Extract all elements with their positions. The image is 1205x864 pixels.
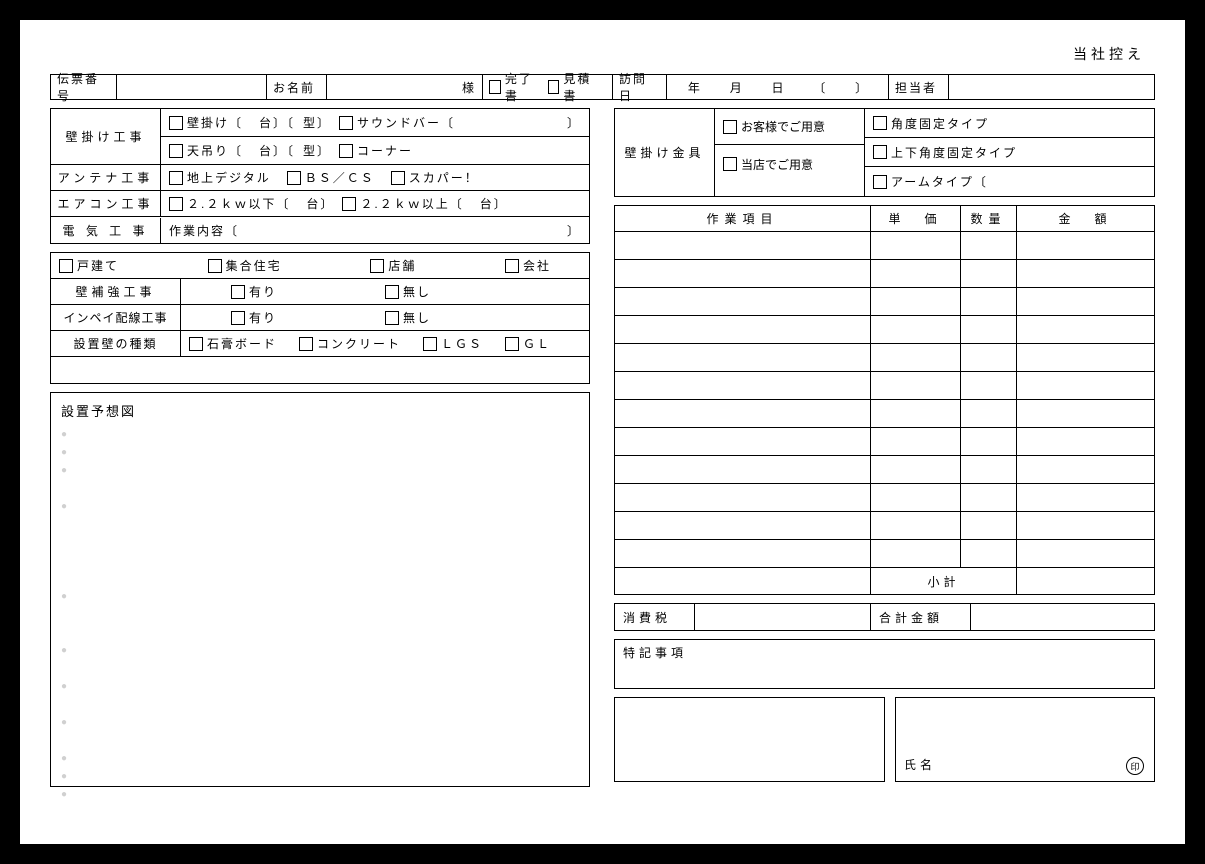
work-type-box: 壁掛け工事 壁掛け〔 台〕〔 型〕 サウンドバー〔 〕 天吊り〔 台〕〔 型 (50, 108, 590, 244)
name-sign-label: 氏名 (904, 756, 936, 773)
diagram-title: 設置予想図 (61, 401, 579, 420)
walltype-label: 設置壁の種類 (51, 331, 181, 356)
detached-checkbox[interactable]: 戸建て (59, 257, 119, 274)
reinforce-no[interactable]: 無し (385, 283, 431, 300)
ceiling-checkbox[interactable]: 天吊り〔 (169, 142, 243, 159)
col-qty: 数量 (961, 206, 1017, 231)
digital-checkbox[interactable]: 地上デジタル (169, 169, 271, 186)
table-row[interactable] (615, 400, 1154, 428)
table-row[interactable] (615, 484, 1154, 512)
table-row[interactable] (615, 344, 1154, 372)
concrete-checkbox[interactable]: コンクリート (299, 335, 401, 352)
antenna-label: アンテナ工事 (51, 165, 161, 190)
tax-row: 消費税 合計金額 (614, 603, 1155, 631)
inpei-no[interactable]: 無し (385, 309, 431, 326)
electric-label: 電 気 工 事 (51, 218, 161, 243)
table-row[interactable] (615, 428, 1154, 456)
sky-checkbox[interactable]: スカパー！ (391, 169, 479, 186)
aircon-label: エアコン工事 (51, 191, 161, 216)
reinforce-label: 壁補強工事 (51, 279, 181, 304)
reinforce-yes[interactable]: 有り (231, 283, 277, 300)
table-row[interactable] (615, 260, 1154, 288)
electric-content-open: 作業内容〔 (169, 222, 239, 239)
diagram-box: 設置予想図 ●●●●●●●●●●● (50, 392, 590, 787)
bracket-label: 壁掛け金具 (615, 109, 715, 196)
wall-checkbox[interactable]: 壁掛け〔 (169, 114, 243, 131)
complete-checkbox[interactable]: 完了書 (489, 70, 540, 104)
staff-value[interactable] (949, 75, 1154, 99)
notes-label: 特記事項 (623, 646, 687, 660)
header-row: 伝票番号 お名前 様 完了書 見積書 訪問日 年 月 日 〔 〕 担当者 (50, 74, 1155, 100)
name-value[interactable]: 様 (327, 75, 483, 99)
visit-date[interactable]: 年 月 日 〔 〕 (667, 75, 889, 99)
table-row[interactable] (615, 512, 1154, 540)
work-table: 作業項目 単 価 数量 金 額 小計 (614, 205, 1155, 595)
total-label: 合計金額 (871, 604, 971, 630)
tax-label: 消費税 (615, 604, 695, 630)
table-row[interactable] (615, 288, 1154, 316)
signature-box-right[interactable]: 氏名 印 (895, 697, 1155, 782)
table-row[interactable] (615, 540, 1154, 568)
table-row[interactable] (615, 232, 1154, 260)
tilt-checkbox[interactable]: 上下角度固定タイプ (873, 144, 1017, 161)
customer-provide-checkbox[interactable]: お客様でご用意 (723, 118, 825, 135)
tax-value[interactable] (695, 604, 871, 630)
doc-type: 完了書 見積書 (483, 75, 613, 99)
company-checkbox[interactable]: 会社 (505, 257, 551, 274)
col-price: 単 価 (871, 206, 961, 231)
subtotal-value[interactable] (1017, 568, 1154, 594)
gl-checkbox[interactable]: ＧＬ (505, 335, 551, 352)
soundbar-checkbox[interactable]: サウンドバー〔 (339, 114, 455, 131)
corner-checkbox[interactable]: コーナー (339, 142, 413, 159)
over-checkbox[interactable]: ２.２ｋｗ以上〔 (342, 195, 463, 212)
col-item: 作業項目 (615, 206, 871, 231)
form-page: 当社控え 伝票番号 お名前 様 完了書 見積書 訪問日 年 月 日 〔 〕 担当… (20, 20, 1185, 844)
under-checkbox[interactable]: ２.２ｋｗ以下〔 (169, 195, 290, 212)
subtotal-label: 小計 (871, 568, 1017, 594)
copy-label: 当社控え (50, 40, 1155, 74)
building-box: 戸建て 集合住宅 店舗 会社 壁補強工事 有り 無し インペイ配線工事 (50, 252, 590, 384)
blank-row[interactable] (51, 366, 589, 374)
slip-no-label: 伝票番号 (51, 75, 117, 99)
estimate-checkbox[interactable]: 見積書 (548, 70, 599, 104)
table-row[interactable] (615, 316, 1154, 344)
inpei-yes[interactable]: 有り (231, 309, 277, 326)
total-value[interactable] (971, 604, 1154, 630)
apartment-checkbox[interactable]: 集合住宅 (208, 257, 282, 274)
table-row[interactable] (615, 372, 1154, 400)
seal-icon: 印 (1126, 757, 1144, 775)
lgs-checkbox[interactable]: ＬＧＳ (423, 335, 483, 352)
bracket-box: 壁掛け金具 お客様でご用意 当店でご用意 角度固定タイプ 上下角度固定タイプ ア… (614, 108, 1155, 197)
col-amount: 金 額 (1017, 206, 1154, 231)
gypsum-checkbox[interactable]: 石膏ボード (189, 335, 277, 352)
visit-label: 訪問日 (613, 75, 667, 99)
notes-box[interactable]: 特記事項 (614, 639, 1155, 689)
shop-provide-checkbox[interactable]: 当店でご用意 (723, 156, 813, 173)
table-row[interactable] (615, 456, 1154, 484)
name-label: お名前 (267, 75, 327, 99)
store-checkbox[interactable]: 店舗 (370, 257, 416, 274)
terms-text: ●●●●●●●●●●● (61, 426, 579, 804)
sama-suffix: 様 (462, 79, 476, 96)
staff-label: 担当者 (889, 75, 949, 99)
slip-no-value[interactable] (117, 75, 267, 99)
signature-box-left[interactable] (614, 697, 885, 782)
arm-checkbox[interactable]: アームタイプ〔 (873, 173, 988, 190)
bscs-checkbox[interactable]: ＢＳ／ＣＳ (287, 169, 375, 186)
fixed-checkbox[interactable]: 角度固定タイプ (873, 115, 989, 132)
inpei-label: インペイ配線工事 (51, 305, 181, 330)
wall-work-label: 壁掛け工事 (51, 109, 161, 164)
